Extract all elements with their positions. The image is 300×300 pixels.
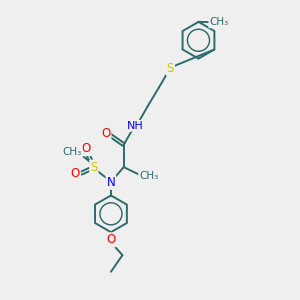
Text: CH₃: CH₃: [139, 171, 158, 181]
Text: O: O: [70, 167, 80, 180]
Text: CH₃: CH₃: [62, 147, 82, 157]
Text: O: O: [101, 127, 110, 140]
Text: CH₃: CH₃: [209, 17, 229, 27]
Text: O: O: [106, 233, 116, 246]
Text: S: S: [90, 160, 98, 174]
Text: O: O: [81, 142, 90, 155]
Text: S: S: [167, 62, 174, 75]
Text: NH: NH: [127, 121, 144, 131]
Text: N: N: [106, 176, 115, 189]
